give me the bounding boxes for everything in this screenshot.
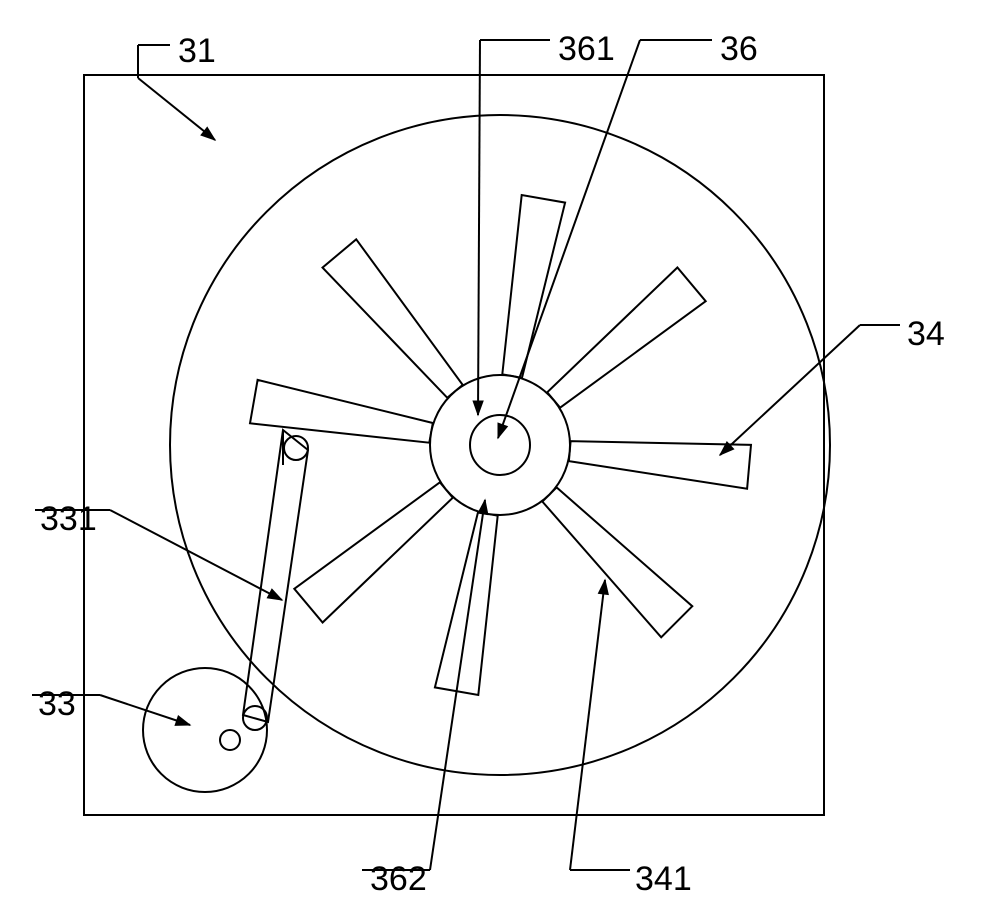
- small-wheel: [143, 668, 267, 792]
- blade-6: [502, 195, 565, 378]
- label-l341: [570, 580, 630, 870]
- small-wheel-hole: [220, 730, 240, 750]
- blade-2: [435, 512, 498, 695]
- label-l34: [720, 325, 900, 455]
- blade-1: [542, 487, 692, 637]
- blade-7: [547, 268, 706, 408]
- small-wheel-circle: [143, 668, 267, 792]
- label-text-l36: 36: [720, 30, 758, 68]
- label-text-l361: 361: [558, 30, 615, 68]
- label-text-l33: 33: [38, 685, 76, 723]
- belt-outline: [243, 430, 308, 722]
- label-text-l362: 362: [370, 860, 427, 898]
- blade-4: [250, 380, 433, 443]
- blade-3: [294, 482, 453, 622]
- label-text-l31: 31: [178, 32, 216, 70]
- hub-outer-circle: [430, 375, 570, 515]
- label-text-l331: 331: [40, 500, 97, 538]
- hub: [430, 375, 570, 515]
- label-text-l34: 34: [907, 315, 945, 353]
- blade-5: [323, 239, 463, 397]
- label-text-l341: 341: [635, 860, 692, 898]
- belt-arm: [243, 430, 308, 730]
